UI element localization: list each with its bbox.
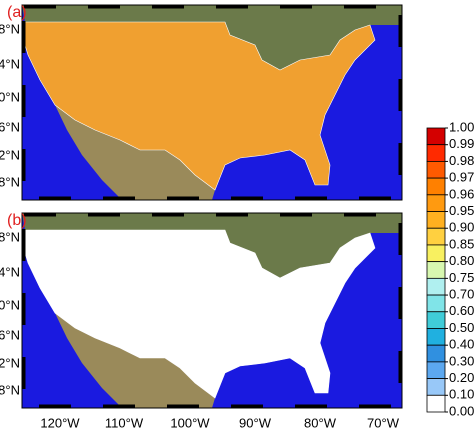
colorbar-segment [426, 127, 446, 146]
lon-label: 70°W [367, 415, 400, 430]
lat-label: 48°N [0, 229, 20, 244]
map-panel: (b) [7, 212, 403, 409]
colorbar-label: 0.97 [449, 170, 474, 185]
lon-label: 100°W [170, 415, 210, 430]
colorbar-label: 0.80 [449, 253, 474, 268]
colorbar-label: 0.00 [449, 403, 474, 418]
colorbar-segment [426, 394, 446, 413]
lat-label: 28°N [0, 174, 20, 189]
lat-label: 40°N [0, 297, 20, 312]
colorbar-label: 0.98 [449, 153, 474, 168]
lon-label: 90°W [239, 415, 272, 430]
colorbar-label: 0.96 [449, 186, 474, 201]
lat-label: 36°N [0, 119, 20, 134]
lat-label: 44°N [0, 264, 20, 279]
colorbar-segment [426, 311, 446, 329]
colorbar-label: 0.75 [449, 270, 474, 285]
mexico [55, 105, 215, 200]
colorbar-label: 0.50 [449, 320, 474, 335]
colorbar-segment [426, 261, 446, 279]
colorbar-segment [426, 227, 446, 246]
lon-label: 110°W [105, 415, 144, 430]
colorbar-segment [426, 378, 446, 396]
lat-label: 36°N [0, 327, 20, 342]
colorbar-segment [426, 177, 446, 196]
canada [22, 5, 402, 70]
colorbar-label: 1.00 [449, 119, 474, 134]
lat-label: 32°N [0, 147, 20, 162]
frame [21, 212, 403, 409]
colorbar-label: 0.10 [449, 387, 474, 402]
colorbar-segment [426, 161, 446, 179]
panel-label: (a) [7, 4, 27, 21]
colorbar-segment [426, 144, 446, 162]
frame-checker [22, 5, 402, 200]
lon-label: 120°W [40, 415, 80, 430]
colorbar-label: 0.60 [449, 303, 474, 318]
canada [22, 213, 402, 278]
colorbar-label: 0.95 [449, 203, 474, 218]
panel-label: (b) [7, 212, 27, 229]
colorbar-segment [426, 277, 446, 296]
colorbar-label: 0.40 [449, 337, 474, 352]
colorbar-label: 0.85 [449, 236, 474, 251]
colorbar-label: 0.70 [449, 286, 474, 301]
map-panel: (a) [7, 4, 403, 201]
colorbar-segment [426, 344, 446, 363]
mexico [55, 313, 215, 408]
lat-label: 28°N [0, 382, 20, 397]
lat-label: 48°N [0, 21, 20, 36]
colorbar-segment [426, 194, 446, 212]
lon-label: 80°W [304, 415, 337, 430]
colorbar-segment [426, 211, 446, 229]
colorbar-segment [426, 361, 446, 379]
usa [21, 229, 376, 399]
colorbar-label: 0.20 [449, 370, 474, 385]
colorbar-segment [426, 328, 446, 346]
lat-label: 40°N [0, 89, 20, 104]
frame-checker [22, 213, 402, 408]
colorbar-label: 0.30 [449, 353, 474, 368]
colorbar-segment [426, 244, 446, 263]
colorbar-segment [426, 294, 446, 313]
colorbar-label: 0.90 [449, 220, 474, 235]
lat-label: 32°N [0, 355, 20, 370]
frame [21, 4, 403, 201]
colorbar-label: 0.99 [449, 136, 474, 151]
usa [21, 21, 376, 191]
lat-label: 44°N [0, 56, 20, 71]
